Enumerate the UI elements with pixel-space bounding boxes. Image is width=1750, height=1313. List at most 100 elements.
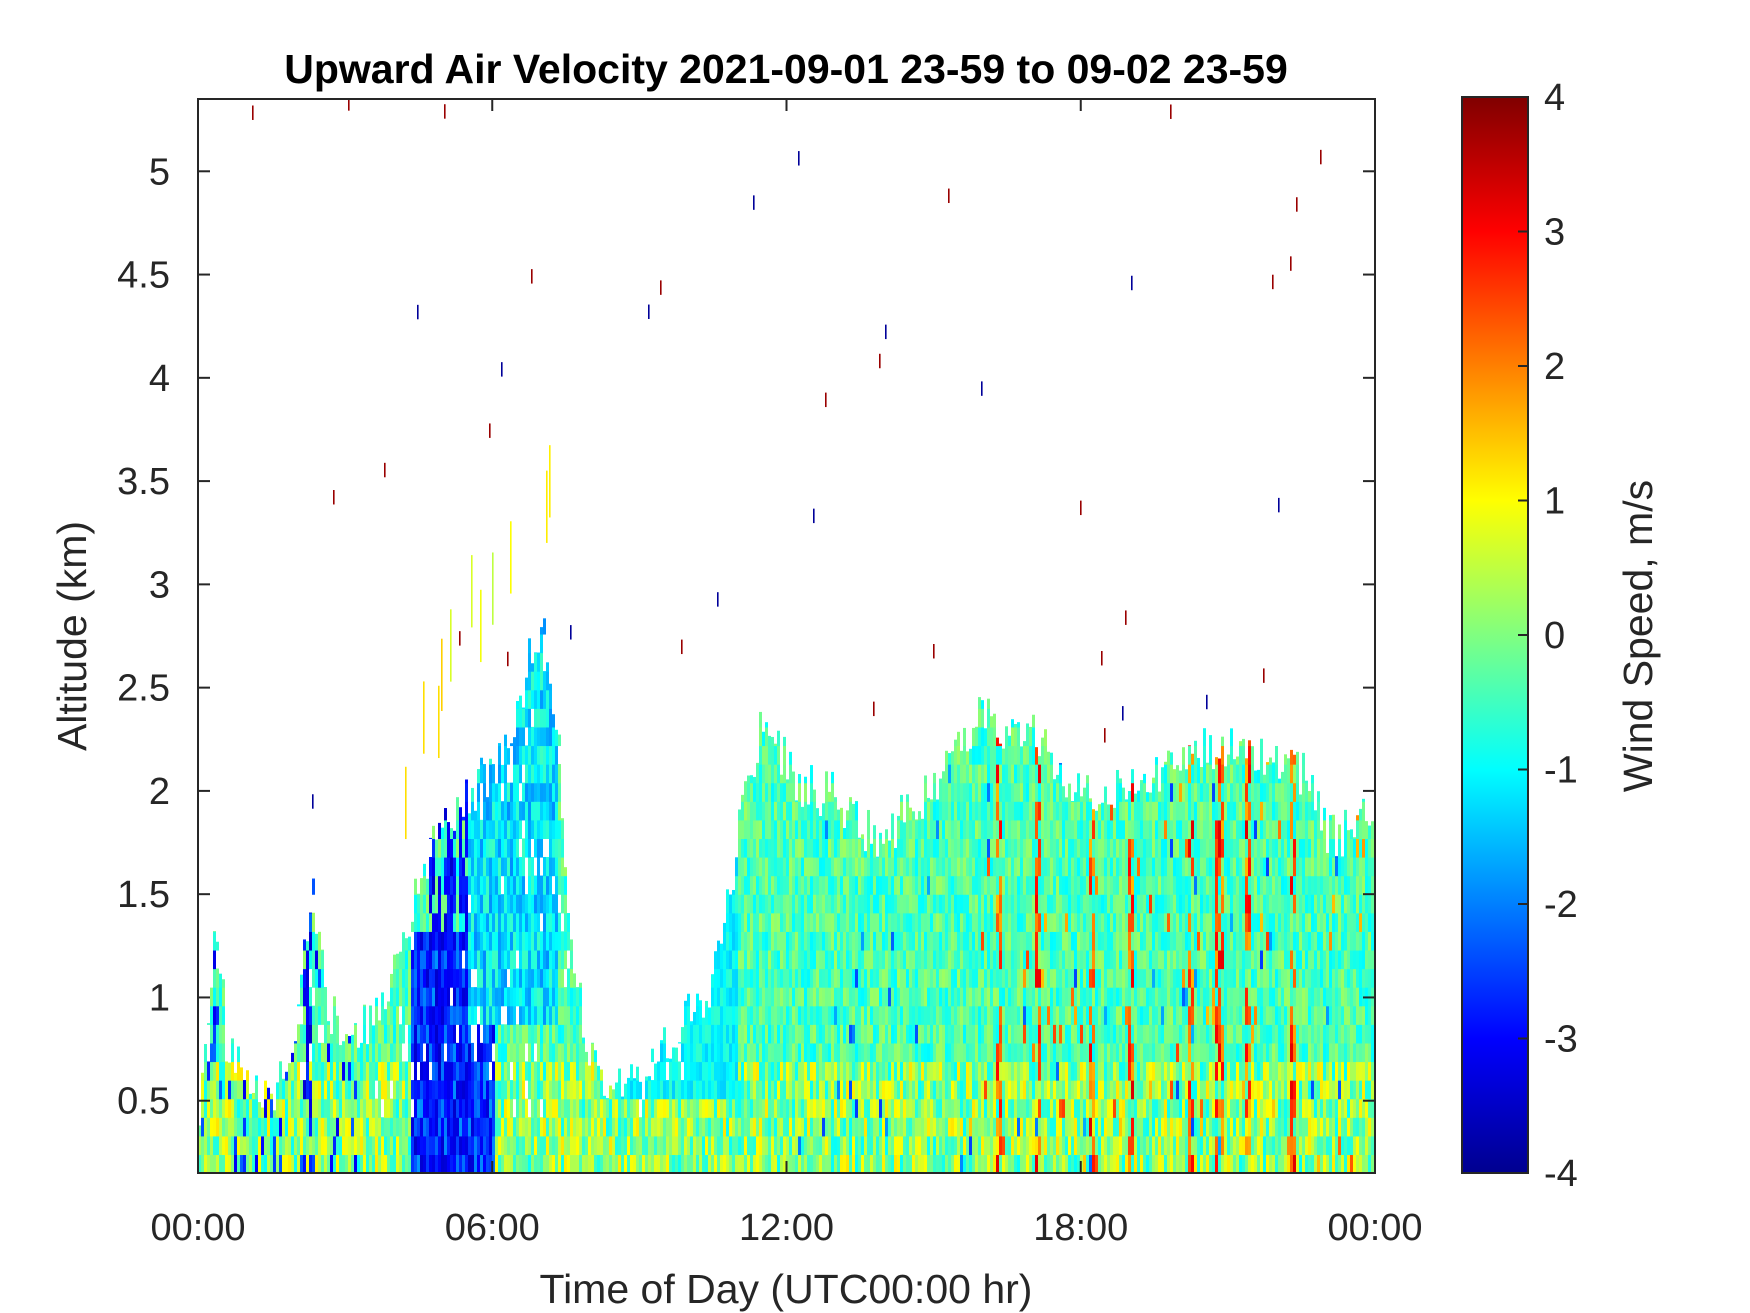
heatmap-cell: [1104, 949, 1107, 970]
heatmap-cell: [1104, 838, 1107, 858]
heatmap-cell: [1008, 856, 1011, 877]
heatmap-cell: [828, 791, 831, 802]
heatmap-cell: [549, 987, 552, 1007]
heatmap-cell: [765, 875, 768, 895]
heatmap-cell: [792, 801, 795, 821]
heatmap-cell: [1092, 1135, 1095, 1156]
heatmap-cell: [849, 1061, 852, 1081]
heatmap-cell: [534, 838, 537, 858]
heatmap-cell: [882, 1042, 885, 1063]
heatmap-cell: [909, 987, 912, 1007]
heatmap-cell: [1098, 1135, 1101, 1156]
heatmap-cell: [942, 856, 945, 877]
heatmap-cell: [1059, 1042, 1062, 1063]
heatmap-cell: [849, 797, 852, 802]
heatmap-cell: [306, 1080, 309, 1100]
heatmap-cell: [681, 1027, 684, 1044]
heatmap-cell: [990, 931, 993, 951]
heatmap-cell: [765, 726, 768, 747]
heatmap-cell: [480, 1042, 483, 1063]
heatmap-cell: [279, 1061, 282, 1063]
heatmap-cell: [1113, 1135, 1116, 1156]
heatmap-cell: [1113, 912, 1116, 932]
heatmap-cell: [990, 716, 993, 728]
heatmap-cell: [738, 1117, 741, 1137]
heatmap-cell: [618, 1098, 621, 1118]
heatmap-cell: [324, 987, 327, 1007]
heatmap-cell: [870, 1135, 873, 1156]
heatmap-cell: [1008, 1024, 1011, 1044]
heatmap-cell: [816, 1061, 819, 1081]
heatmap-cell: [1002, 1024, 1005, 1044]
heatmap-cell: [219, 987, 222, 1007]
heatmap-cell: [744, 968, 747, 988]
heatmap-cell: [750, 894, 753, 914]
heatmap-cell: [285, 1080, 288, 1100]
heatmap-cell: [594, 1050, 597, 1063]
heatmap-cell: [576, 1061, 579, 1081]
heatmap-cell: [558, 987, 561, 1007]
heatmap-cell: [855, 1117, 858, 1137]
heatmap-cell: [897, 1154, 900, 1173]
heatmap-cell: [927, 1024, 930, 1044]
heatmap-cell: [363, 1154, 366, 1173]
heatmap-cell: [621, 1154, 624, 1173]
heatmap-cell: [1056, 774, 1059, 784]
heatmap-cell: [708, 1117, 711, 1137]
heatmap-cell: [549, 1154, 552, 1173]
heatmap-cell: [783, 1061, 786, 1081]
heatmap-cell: [534, 764, 537, 784]
heatmap-cell: [582, 1154, 585, 1173]
heatmap-cell: [723, 1061, 726, 1081]
heatmap-cell: [561, 1005, 564, 1025]
heatmap-cell: [1008, 1135, 1011, 1156]
heatmap-cell: [567, 1024, 570, 1044]
heatmap-cell: [516, 764, 519, 784]
heatmap-cell: [918, 1117, 921, 1137]
heatmap-cell: [693, 1061, 696, 1081]
heatmap-cell: [1050, 912, 1053, 932]
heatmap-cell: [552, 801, 555, 821]
heatmap-cell: [765, 1080, 768, 1100]
heatmap-cell: [465, 968, 468, 988]
heatmap-cell: [858, 968, 861, 988]
heatmap-cell: [474, 931, 477, 951]
heatmap-cell: [1080, 1117, 1083, 1137]
heatmap-cell: [813, 1061, 816, 1081]
heatmap-cell: [462, 875, 465, 895]
heatmap-cell: [825, 894, 828, 914]
heatmap-cell: [765, 745, 768, 765]
heatmap-cell: [444, 968, 447, 988]
heatmap-cell: [807, 819, 810, 840]
heatmap-cell: [375, 1042, 378, 1063]
heatmap-cell: [1014, 782, 1017, 802]
heatmap-cell: [375, 1024, 378, 1044]
heatmap-cell: [738, 1042, 741, 1063]
heatmap-cell: [399, 968, 402, 988]
heatmap-cell: [792, 931, 795, 951]
heatmap-cell: [528, 1080, 531, 1100]
heatmap-cell: [555, 782, 558, 802]
heatmap-cell: [1110, 1135, 1113, 1156]
heatmap-cell: [879, 1098, 882, 1118]
heatmap-cell: [915, 1024, 918, 1044]
heatmap-cell: [537, 782, 540, 802]
heatmap-cell: [780, 968, 783, 988]
heatmap-cell: [861, 1061, 864, 1081]
heatmap-cell: [240, 1067, 243, 1081]
heatmap-cell: [990, 1005, 993, 1025]
heatmap-cell: [561, 931, 564, 951]
heatmap-cell: [396, 1154, 399, 1173]
heatmap-cell: [753, 819, 756, 840]
heatmap-cell: [903, 822, 906, 840]
heatmap-cell: [444, 931, 447, 951]
heatmap-cell: [1068, 1005, 1071, 1025]
heatmap-cell: [417, 987, 420, 1007]
heatmap-cell: [897, 1005, 900, 1025]
heatmap-cell: [933, 782, 936, 802]
heatmap-cell: [897, 1098, 900, 1118]
heatmap-cell: [360, 1154, 363, 1173]
heatmap-cell: [762, 1098, 765, 1118]
heatmap-cell: [1047, 912, 1050, 932]
heatmap-cell: [633, 1135, 636, 1156]
